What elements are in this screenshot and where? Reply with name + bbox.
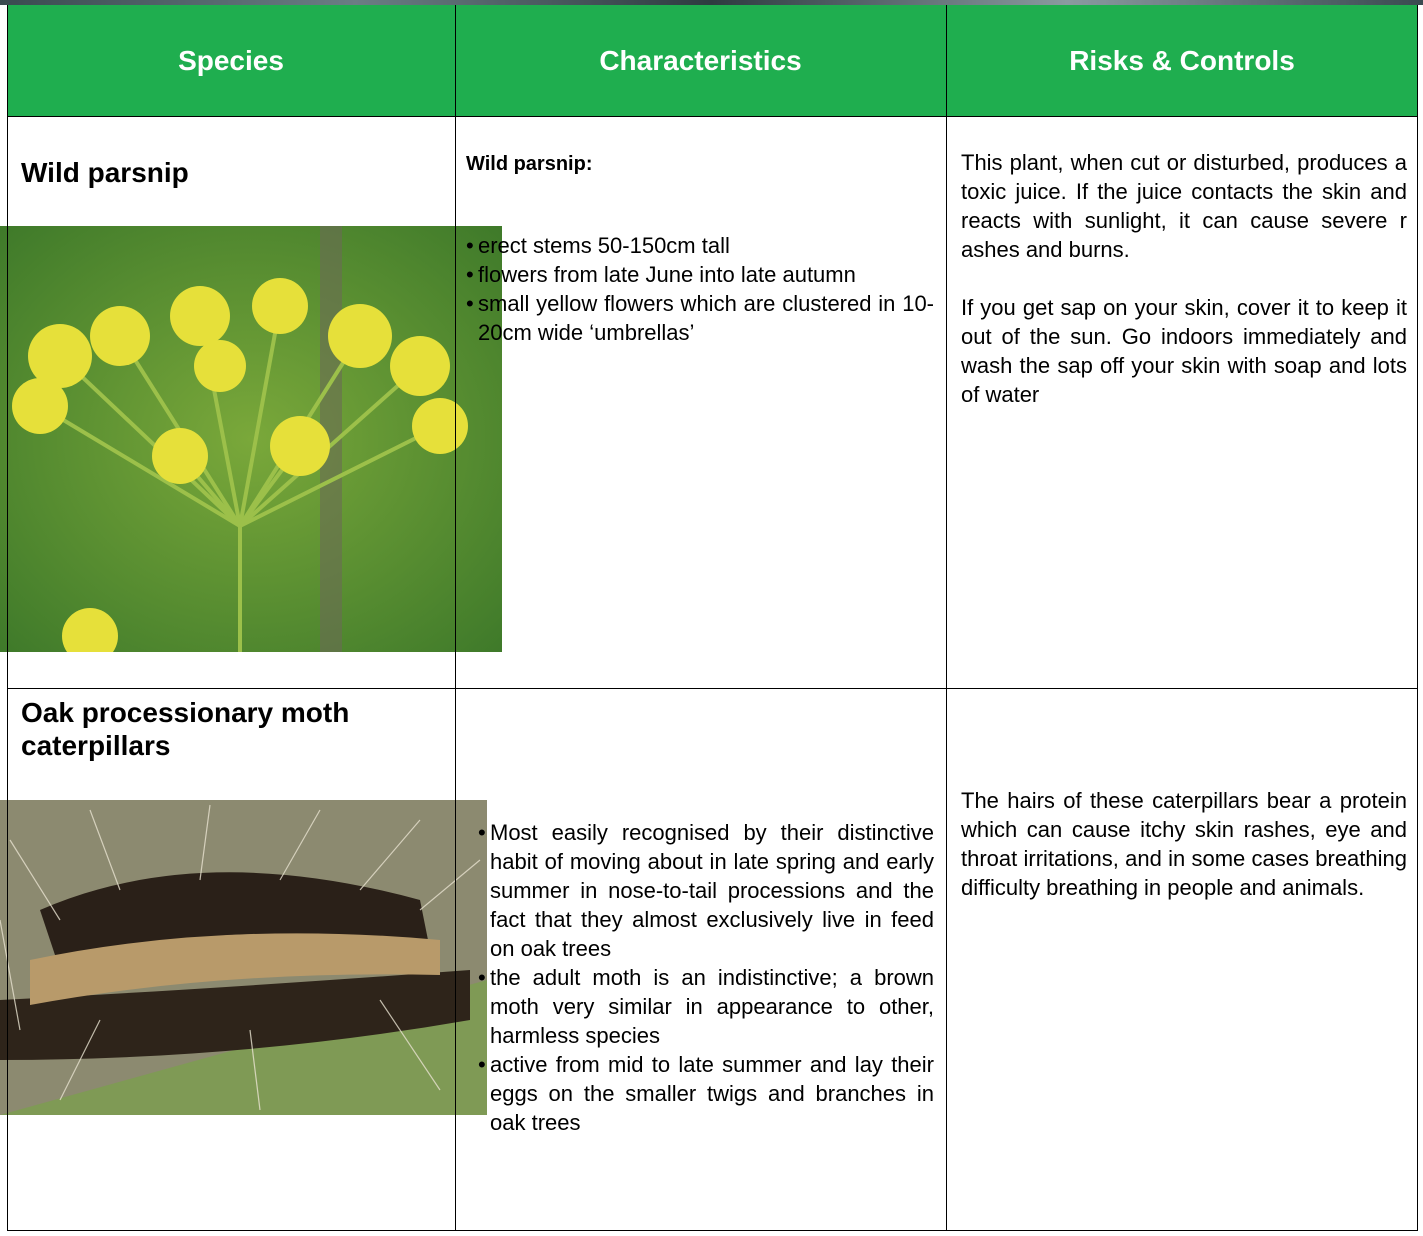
bullet-list: Most easily recognised by their distinct…	[478, 818, 934, 1137]
risks: This plant, when cut or disturbed, produ…	[961, 148, 1407, 438]
bullet: flowers from late June into late autumn	[466, 260, 934, 289]
border	[7, 688, 1418, 689]
border	[7, 5, 8, 1231]
header-row	[7, 5, 1418, 116]
header-cell: Risks & Controls	[1069, 44, 1295, 76]
characteristics: Most easily recognised by their distinct…	[478, 818, 934, 1137]
bullet: Most easily recognised by their distinct…	[478, 818, 934, 963]
paragraph: The hairs of these caterpillars bear a p…	[961, 788, 1407, 900]
bullet: active from mid to late summer and lay t…	[478, 1050, 934, 1137]
characteristics: Wild parsnip: erect stems 50-150cm tall …	[466, 150, 934, 347]
bullet: the adult moth is an indistinctive; a br…	[478, 963, 934, 1050]
characteristics-heading: Wild parsnip:	[466, 153, 593, 175]
bullet-list: erect stems 50-150cm tall flowers from l…	[466, 231, 934, 347]
bullet: erect stems 50-150cm tall	[466, 231, 934, 260]
species-name: Wild parsnip	[21, 157, 189, 188]
border	[1417, 5, 1418, 1231]
border	[455, 5, 456, 1231]
header-cell: Species	[178, 44, 284, 76]
bullet: small yellow flowers which are clustered…	[466, 289, 934, 347]
risks: The hairs of these caterpillars bear a p…	[961, 786, 1407, 931]
border	[7, 116, 1418, 117]
top-strip	[0, 0, 1423, 5]
paragraph: This plant, when cut or disturbed, produ…	[961, 150, 1407, 262]
header-cell: Characteristics	[599, 44, 802, 76]
paragraph: If you get sap on your skin, cover it to…	[961, 295, 1407, 407]
border	[7, 1230, 1418, 1231]
caterpillar-photo	[0, 800, 487, 1115]
species-name: Oak processionary moth caterpillars	[21, 697, 350, 761]
wild-parsnip-photo	[0, 226, 502, 652]
border	[946, 5, 947, 1231]
